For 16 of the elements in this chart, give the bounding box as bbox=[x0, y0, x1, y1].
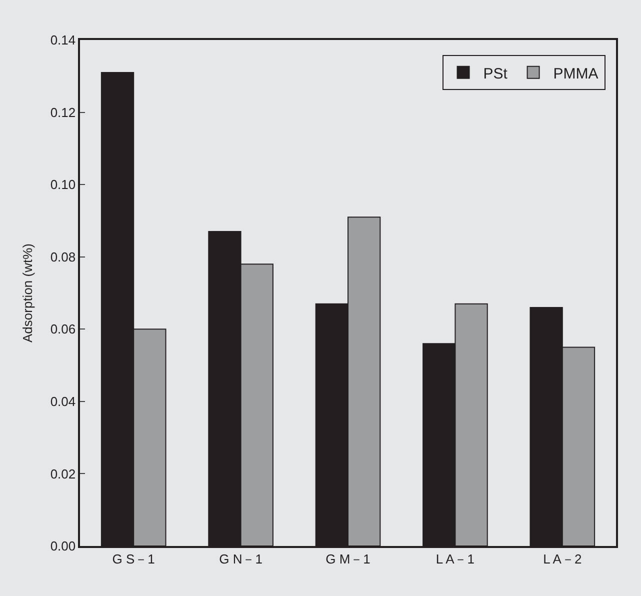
x-tick-label: G M－1 bbox=[326, 551, 370, 566]
x-tick-label: L A－1 bbox=[436, 551, 474, 566]
y-tick-label: 0.14 bbox=[50, 32, 76, 48]
y-tick-label: 0.08 bbox=[50, 249, 76, 264]
y-tick-label: 0.10 bbox=[50, 177, 76, 192]
legend-label: PMMA bbox=[553, 65, 598, 82]
y-tick-label: 0.06 bbox=[50, 322, 76, 337]
y-tick-label: 0.00 bbox=[50, 538, 76, 554]
x-tick-label: G S－1 bbox=[112, 551, 155, 566]
y-tick-label: 0.12 bbox=[50, 104, 76, 120]
y-tick-label: 0.02 bbox=[50, 466, 76, 482]
x-tick-label: L A－2 bbox=[543, 551, 582, 566]
y-axis-title: Adsorption (wt%) bbox=[20, 244, 35, 342]
x-tick-label: G N－1 bbox=[219, 551, 262, 566]
legend-label: PSt bbox=[483, 65, 508, 82]
y-tick-label: 0.04 bbox=[50, 394, 76, 409]
